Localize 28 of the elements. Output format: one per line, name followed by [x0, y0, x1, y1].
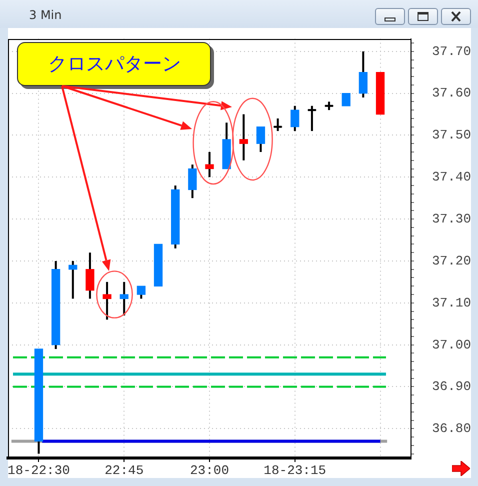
- x-tick-label: 18-22:30: [8, 463, 70, 478]
- candlestick: [342, 92, 350, 106]
- candlestick: [102, 280, 112, 321]
- candlestick: [120, 280, 128, 316]
- x-tick-label: 23:00: [190, 463, 230, 478]
- candlestick: [239, 113, 248, 162]
- y-tick-label: 36.80: [432, 421, 471, 436]
- candlestick: [86, 252, 94, 300]
- x-tick-label: 22:45: [104, 463, 144, 478]
- y-tick-label: 37.30: [432, 211, 471, 226]
- y-tick-label: 37.70: [432, 44, 471, 59]
- y-tick-label: 37.50: [432, 128, 471, 143]
- x-tick-label: 18-23:15: [264, 463, 326, 478]
- candlestick: [188, 164, 197, 200]
- candlestick: [68, 260, 78, 300]
- y-tick-label: 36.90: [432, 379, 471, 394]
- candlestick: [358, 50, 368, 98]
- chart-title: 3 Min: [29, 8, 62, 22]
- candlestick: [256, 126, 266, 153]
- candlestick: [290, 104, 300, 132]
- y-tick-label: 37.40: [432, 170, 471, 185]
- y-tick-label: 37.60: [432, 86, 471, 101]
- candlestick: [205, 150, 214, 178]
- y-tick-label: 37.10: [432, 295, 471, 310]
- y-tick-label: 37.00: [432, 337, 471, 352]
- annotation: クロスパターン: [48, 52, 181, 76]
- y-tick-label: 37.20: [432, 253, 471, 268]
- candlestick: [136, 285, 146, 300]
